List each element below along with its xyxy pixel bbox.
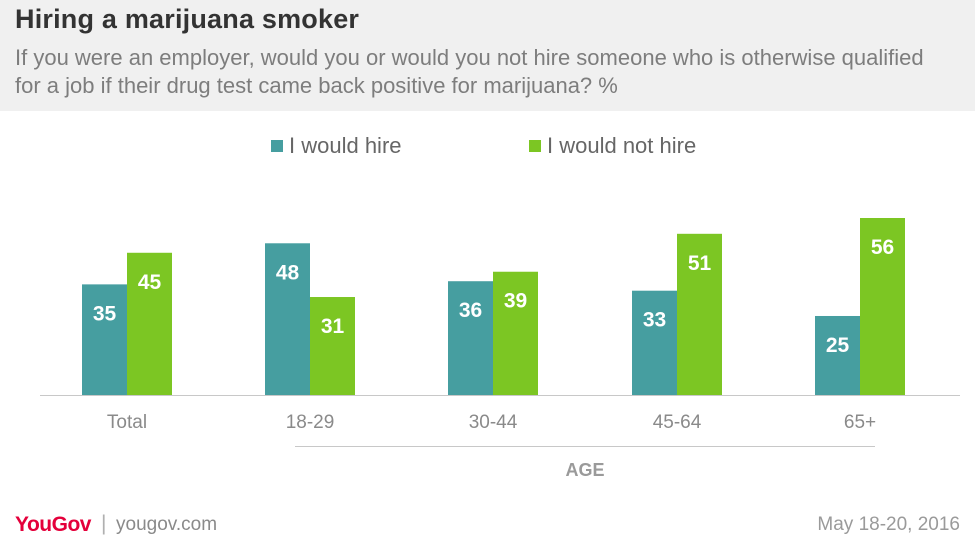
footer-date: May 18-20, 2016 [817,514,960,535]
legend-label-would-hire: I would hire [289,133,402,158]
data-label-would-not-hire-1: 31 [321,315,345,338]
bar-would-hire-1 [265,243,310,395]
data-label-would-not-hire-3: 51 [688,252,712,275]
bar-would-not-hire-2 [493,271,538,395]
bar-would-hire-0 [82,284,127,395]
data-label-would-hire-1: 48 [276,261,300,284]
legend-swatch-would-not-hire [529,140,541,152]
yougov-logo: YouGov [15,513,91,536]
bar-would-hire-2 [448,281,493,395]
chart-title: Hiring a marijuana smoker [15,4,360,34]
category-label-3: 45-64 [653,412,702,433]
legend-swatch-would-hire [271,140,283,152]
category-label-1: 18-29 [286,412,335,433]
data-label-would-hire-4: 25 [826,334,850,357]
footer-site-link[interactable]: yougov.com [116,514,218,535]
chart-header: Hiring a marijuana smoker If you were an… [0,0,975,111]
chart-legend: I would hire I would not hire [0,133,975,163]
legend-label-would-not-hire: I would not hire [547,133,697,158]
bar-would-hire-3 [632,290,677,395]
data-label-would-hire-2: 36 [459,299,482,322]
bar-would-not-hire-1 [310,297,355,395]
bar-would-hire-4 [815,315,860,395]
data-label-would-not-hire-2: 39 [504,290,527,313]
footer-separator: | [101,512,107,535]
bar-would-not-hire-0 [127,252,172,395]
data-label-would-not-hire-0: 45 [138,271,162,294]
category-label-2: 30-44 [469,412,518,433]
data-label-would-hire-3: 33 [643,309,666,332]
legend-item-would-hire: I would hire [271,133,402,159]
data-label-would-hire-0: 35 [93,302,117,325]
legend-item-would-not-hire: I would not hire [529,133,696,159]
data-label-would-not-hire-4: 56 [871,236,894,259]
category-label-4: 65+ [844,412,876,433]
age-group-label: AGE [565,460,604,480]
category-label-0: Total [107,412,147,433]
chart-subtitle: If you were an employer, would you or wo… [15,45,924,98]
bar-would-not-hire-3 [677,233,722,395]
bar-would-not-hire-4 [860,218,905,395]
